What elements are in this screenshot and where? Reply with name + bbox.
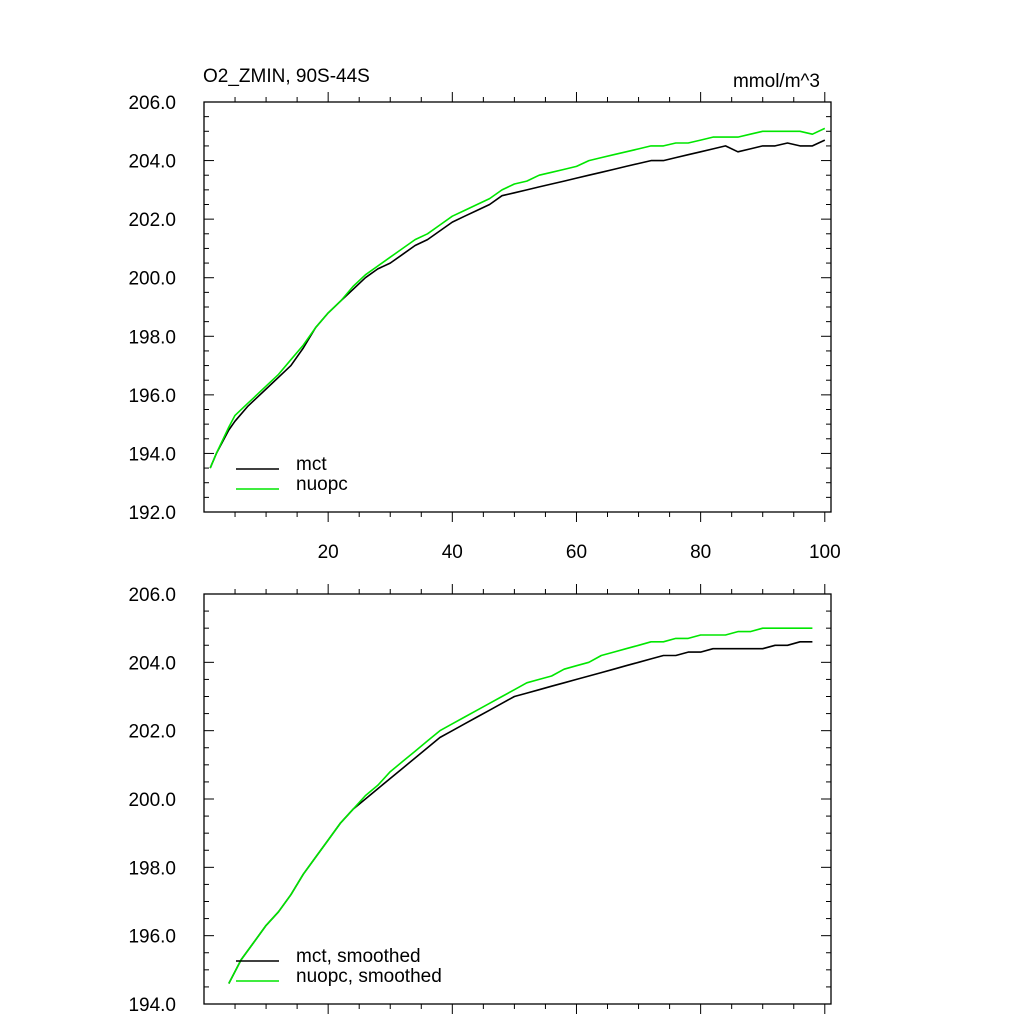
chart-title: O2_ZMIN, 90S-44S — [203, 66, 370, 87]
x-tick-label: 20 — [318, 542, 339, 563]
y-tick-label: 198.0 — [128, 327, 176, 348]
x-tick-label: 60 — [566, 542, 587, 563]
y-tick-label: 200.0 — [128, 269, 176, 290]
legend-label: nuopc — [296, 474, 348, 495]
series-line-mct — [209, 139, 826, 469]
y-tick-label: 196.0 — [128, 386, 176, 407]
y-tick-label: 202.0 — [128, 210, 176, 231]
y-tick-label: 202.0 — [128, 722, 176, 743]
y-tick-label: 206.0 — [128, 93, 176, 114]
legend-label: mct — [296, 454, 327, 475]
series-line-nuopc-smoothed — [228, 627, 813, 984]
y-tick-label: 194.0 — [128, 444, 176, 465]
legend-label: nuopc, smoothed — [296, 966, 442, 987]
x-tick-label: 40 — [442, 542, 463, 563]
legend-label: mct, smoothed — [296, 946, 421, 967]
y-tick-label: 206.0 — [128, 585, 176, 606]
series-line-nuopc — [209, 127, 826, 469]
x-tick-label: 80 — [690, 542, 711, 563]
y-tick-label: 200.0 — [128, 790, 176, 811]
y-tick-label: 192.0 — [128, 503, 176, 524]
y-tick-label: 196.0 — [128, 927, 176, 948]
plot-frame — [203, 101, 832, 513]
y-tick-label: 204.0 — [128, 653, 176, 674]
bottom-chart: 194.0 196.0 198.0 200.0 202.0 204.0 206.0 mct,… — [128, 584, 832, 1016]
top-chart: O2_ZMIN, 90S-44S mmol/m^3 192.0 194.0 196.… — [128, 66, 840, 563]
plot-frame — [203, 593, 832, 1005]
y-tick-label: 194.0 — [128, 995, 176, 1016]
chart-units: mmol/m^3 — [733, 71, 820, 92]
y-tick-label: 204.0 — [128, 152, 176, 173]
series-line-mct-smoothed — [228, 640, 813, 984]
y-tick-label: 198.0 — [128, 858, 176, 879]
x-tick-label: 100 — [809, 542, 841, 563]
